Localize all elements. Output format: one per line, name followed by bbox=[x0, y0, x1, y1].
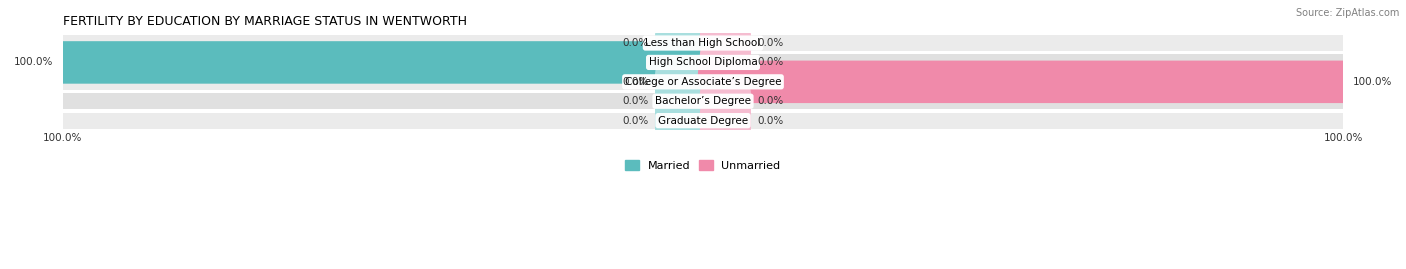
Text: Source: ZipAtlas.com: Source: ZipAtlas.com bbox=[1295, 8, 1399, 18]
Text: 0.0%: 0.0% bbox=[623, 116, 648, 126]
FancyBboxPatch shape bbox=[58, 41, 709, 84]
FancyBboxPatch shape bbox=[700, 86, 751, 117]
Text: 0.0%: 0.0% bbox=[623, 38, 648, 48]
Text: 0.0%: 0.0% bbox=[758, 58, 783, 68]
Bar bbox=[62, 74, 1344, 90]
FancyBboxPatch shape bbox=[700, 47, 751, 78]
FancyBboxPatch shape bbox=[655, 105, 706, 136]
Text: 0.0%: 0.0% bbox=[758, 38, 783, 48]
FancyBboxPatch shape bbox=[655, 66, 706, 97]
Text: 100.0%: 100.0% bbox=[14, 58, 53, 68]
Bar bbox=[62, 55, 1344, 70]
Text: 0.0%: 0.0% bbox=[758, 116, 783, 126]
Text: 0.0%: 0.0% bbox=[623, 77, 648, 87]
Text: Less than High School: Less than High School bbox=[645, 38, 761, 48]
Text: 100.0%: 100.0% bbox=[1353, 77, 1392, 87]
Text: Graduate Degree: Graduate Degree bbox=[658, 116, 748, 126]
FancyBboxPatch shape bbox=[655, 28, 706, 58]
Text: College or Associate’s Degree: College or Associate’s Degree bbox=[624, 77, 782, 87]
Text: FERTILITY BY EDUCATION BY MARRIAGE STATUS IN WENTWORTH: FERTILITY BY EDUCATION BY MARRIAGE STATU… bbox=[62, 15, 467, 28]
Bar bbox=[62, 93, 1344, 109]
Legend: Married, Unmarried: Married, Unmarried bbox=[621, 155, 785, 175]
Bar bbox=[62, 35, 1344, 51]
Text: High School Diploma: High School Diploma bbox=[648, 58, 758, 68]
FancyBboxPatch shape bbox=[700, 28, 751, 58]
FancyBboxPatch shape bbox=[655, 86, 706, 117]
Text: Bachelor’s Degree: Bachelor’s Degree bbox=[655, 96, 751, 106]
Text: 0.0%: 0.0% bbox=[623, 96, 648, 106]
FancyBboxPatch shape bbox=[700, 105, 751, 136]
Bar bbox=[62, 113, 1344, 129]
FancyBboxPatch shape bbox=[697, 61, 1348, 103]
Text: 0.0%: 0.0% bbox=[758, 96, 783, 106]
